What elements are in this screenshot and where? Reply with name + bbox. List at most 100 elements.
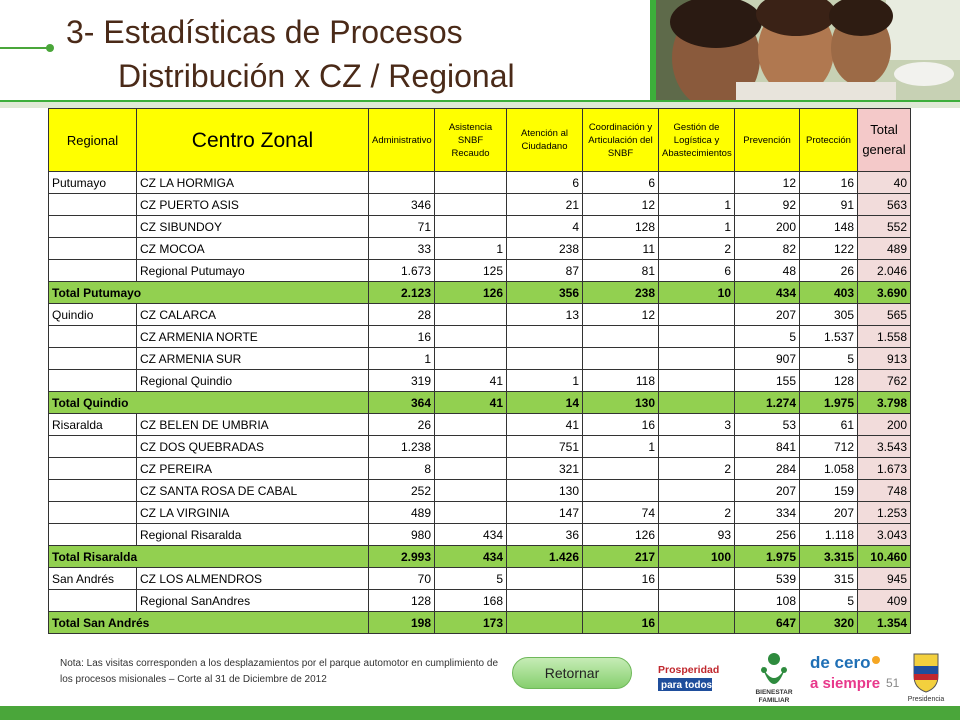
page-subtitle: Distribución x CZ / Regional	[118, 58, 515, 94]
value-cell	[434, 501, 507, 524]
value-cell: 71	[368, 215, 435, 238]
presidencia-logo-text: Presidencia	[908, 696, 945, 703]
value-cell	[658, 435, 735, 458]
prosperidad-logo: Prosperidad para todos	[656, 660, 720, 694]
table-row: CZ MOCOA 33 1 238 11 2 82 122 489	[48, 237, 911, 260]
regional-cell: Risaralda	[48, 413, 137, 436]
value-cell: 53	[734, 413, 800, 436]
total-label: Total Quindio	[48, 391, 369, 414]
total-general-cell: 748	[857, 479, 911, 502]
value-cell	[582, 347, 659, 370]
value-cell: 305	[799, 303, 858, 326]
column-header-gestion: Gestión de Logística y Abastecimientos	[658, 108, 735, 172]
value-cell	[658, 325, 735, 348]
value-cell: 2.123	[368, 281, 435, 304]
column-header-regional: Regional	[48, 108, 137, 172]
children-photo	[656, 0, 960, 100]
value-cell: 87	[506, 259, 583, 282]
centro-zonal-cell: CZ LOS ALMENDROS	[136, 567, 369, 590]
regional-cell	[48, 589, 137, 612]
value-cell: 712	[799, 435, 858, 458]
footer-band	[0, 706, 960, 720]
total-general-cell: 913	[857, 347, 911, 370]
value-cell	[506, 589, 583, 612]
value-cell: 148	[799, 215, 858, 238]
value-cell: 3	[658, 413, 735, 436]
value-cell	[658, 347, 735, 370]
value-cell: 16	[368, 325, 435, 348]
value-cell: 16	[799, 171, 858, 194]
total-general-cell: 565	[857, 303, 911, 326]
centro-zonal-cell: CZ MOCOA	[136, 237, 369, 260]
value-cell: 6	[506, 171, 583, 194]
value-cell: 1.537	[799, 325, 858, 348]
regional-cell	[48, 215, 137, 238]
total-general-cell: 409	[857, 589, 911, 612]
value-cell	[582, 325, 659, 348]
value-cell: 91	[799, 193, 858, 216]
regional-cell	[48, 237, 137, 260]
value-cell	[506, 567, 583, 590]
column-header-total: Total general	[857, 108, 911, 172]
regional-cell	[48, 435, 137, 458]
value-cell: 1.118	[799, 523, 858, 546]
value-cell: 126	[582, 523, 659, 546]
value-cell: 2	[658, 501, 735, 524]
centro-zonal-cell: CZ ARMENIA SUR	[136, 347, 369, 370]
total-general-cell: 3.543	[857, 435, 911, 458]
value-cell: 13	[506, 303, 583, 326]
value-cell: 489	[368, 501, 435, 524]
value-cell: 14	[506, 391, 583, 414]
value-cell: 1	[658, 215, 735, 238]
value-cell: 647	[734, 611, 800, 634]
value-cell	[582, 457, 659, 480]
value-cell: 434	[434, 523, 507, 546]
value-cell: 100	[658, 545, 735, 568]
value-cell: 16	[582, 413, 659, 436]
table-total-row: Total Risaralda 2.993 434 1.426 217 100 1.975 3…	[48, 545, 911, 568]
value-cell: 6	[658, 259, 735, 282]
value-cell: 1.673	[368, 259, 435, 282]
regional-cell	[48, 457, 137, 480]
value-cell: 1.975	[799, 391, 858, 414]
value-cell: 207	[734, 303, 800, 326]
total-general-cell: 1.253	[857, 501, 911, 524]
total-general-cell: 3.798	[857, 391, 911, 414]
value-cell: 5	[799, 589, 858, 612]
regional-cell: Putumayo	[48, 171, 137, 194]
value-cell: 36	[506, 523, 583, 546]
value-cell: 125	[434, 259, 507, 282]
table-row: Risaralda CZ BELEN DE UMBRIA 26 41 16 3 53 61 20…	[48, 413, 911, 436]
value-cell: 1.274	[734, 391, 800, 414]
value-cell	[582, 479, 659, 502]
table-total-row: Total Putumayo 2.123 126 356 238 10 434 403 3.69…	[48, 281, 911, 304]
value-cell: 92	[734, 193, 800, 216]
value-cell: 128	[368, 589, 435, 612]
bienestar-logo-text: BIENESTAR	[755, 689, 792, 696]
value-cell: 1	[434, 237, 507, 260]
value-cell: 21	[506, 193, 583, 216]
value-cell: 147	[506, 501, 583, 524]
value-cell	[658, 611, 735, 634]
value-cell: 252	[368, 479, 435, 502]
value-cell: 2	[658, 457, 735, 480]
table-row: CZ LA VIRGINIA 489 147 74 2 334 207 1.253	[48, 501, 911, 524]
regional-cell	[48, 193, 137, 216]
value-cell: 74	[582, 501, 659, 524]
value-cell: 16	[582, 567, 659, 590]
regional-cell	[48, 523, 137, 546]
regional-cell	[48, 259, 137, 282]
total-general-cell: 1.558	[857, 325, 911, 348]
title-area	[0, 0, 650, 100]
table-row: CZ DOS QUEBRADAS 1.238 751 1 841 712 3.543	[48, 435, 911, 458]
value-cell: 4	[506, 215, 583, 238]
value-cell	[434, 325, 507, 348]
value-cell: 12	[734, 171, 800, 194]
return-button[interactable]: Retornar	[512, 657, 632, 689]
value-cell: 128	[582, 215, 659, 238]
prosperidad-logo-text: Prosperidad	[658, 664, 719, 676]
value-cell: 48	[734, 259, 800, 282]
value-cell: 16	[582, 611, 659, 634]
total-general-cell: 1.354	[857, 611, 911, 634]
table-header-row: Regional Centro Zonal Administrativo Asi…	[48, 108, 911, 172]
